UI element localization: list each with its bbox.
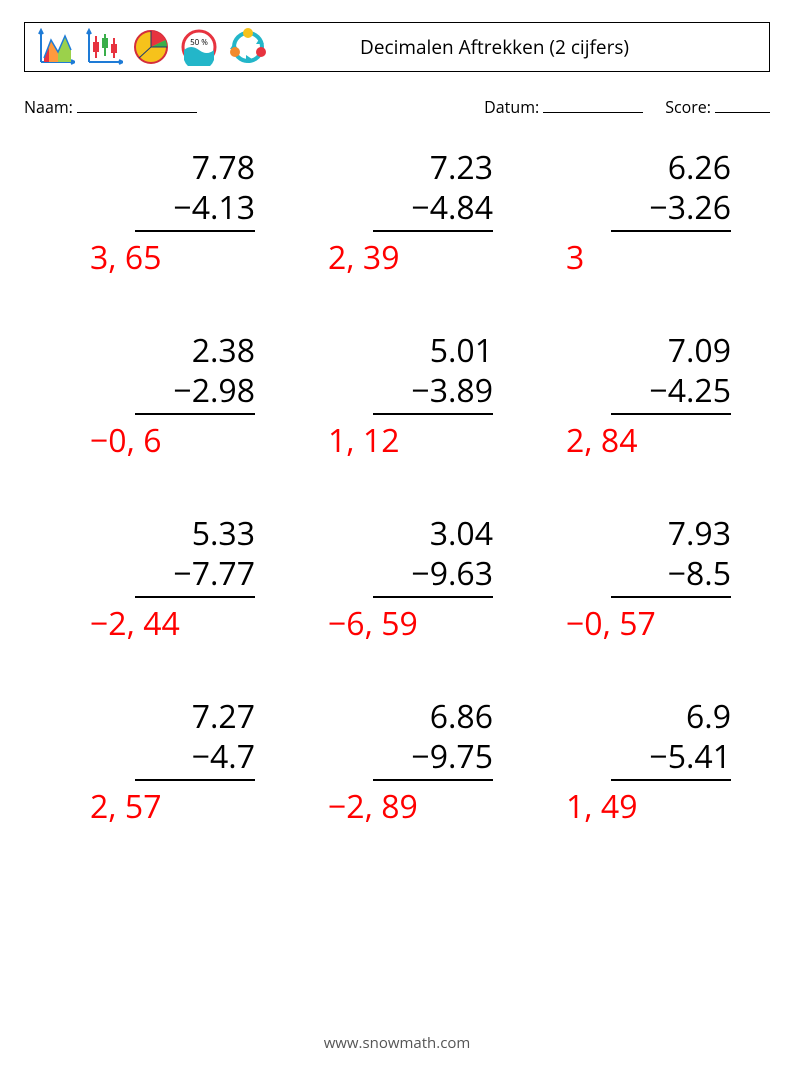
problem-cell: 7.27−4.72, 57	[40, 697, 278, 852]
operand-bottom: −9.63	[373, 554, 493, 598]
operand-top: 7.93	[611, 514, 731, 554]
problem-cell: 6.26−3.26 3	[516, 148, 754, 303]
problem-cell: 6.9−5.411, 49	[516, 697, 754, 852]
svg-text:50 %: 50 %	[190, 37, 208, 48]
operand-bottom: −4.13	[135, 188, 255, 232]
operand-top: 3.04	[373, 514, 493, 554]
candlestick-chart-icon	[83, 28, 123, 66]
operand-bottom: −3.26	[611, 188, 731, 232]
operand-top: 7.09	[611, 331, 731, 371]
operand-bottom: −7.77	[135, 554, 255, 598]
operand-bottom: −3.89	[373, 371, 493, 415]
problem-cell: 5.33−7.77−2, 44	[40, 514, 278, 669]
answer: −2, 44	[90, 602, 180, 645]
problem-cell: 7.09−4.252, 84	[516, 331, 754, 486]
problem-cell: 5.01−3.891, 12	[278, 331, 516, 486]
operand-bottom: −4.7	[135, 737, 255, 781]
operand-top: 6.26	[611, 148, 731, 188]
operand-bottom: −8.5	[611, 554, 731, 598]
problem-cell: 7.78−4.133, 65	[40, 148, 278, 303]
operand-top: 7.23	[373, 148, 493, 188]
name-label: Naam:	[24, 96, 73, 118]
operand-bottom: −4.84	[373, 188, 493, 232]
bar-chart-icon	[35, 28, 75, 66]
date-blank[interactable]	[543, 98, 643, 113]
operand-top: 5.01	[373, 331, 493, 371]
answer: −6, 59	[328, 602, 418, 645]
answer: 2, 57	[90, 785, 161, 828]
answer: 3	[566, 236, 584, 279]
cycle-icon	[227, 28, 269, 66]
answer: 2, 84	[566, 419, 637, 462]
date-label: Datum:	[484, 96, 539, 118]
problem-cell: 2.38−2.98−0, 6	[40, 331, 278, 486]
answer: −0, 57	[566, 602, 656, 645]
operand-bottom: −4.25	[611, 371, 731, 415]
header-icon-row: 50 %	[25, 28, 269, 66]
operand-top: 6.86	[373, 697, 493, 737]
operand-top: 7.78	[135, 148, 255, 188]
meta-row: Naam: Datum: Score:	[24, 96, 770, 118]
footer-link[interactable]: www.snowmath.com	[324, 1033, 471, 1053]
problems-grid: 7.78−4.133, 657.23−4.842, 396.26−3.2632.…	[0, 148, 794, 852]
operand-bottom: −5.41	[611, 737, 731, 781]
problem-cell: 6.86−9.75−2, 89	[278, 697, 516, 852]
answer: 1, 12	[328, 419, 399, 462]
problem-cell: 3.04−9.63−6, 59	[278, 514, 516, 669]
operand-top: 2.38	[135, 331, 255, 371]
problem-cell: 7.23−4.842, 39	[278, 148, 516, 303]
answer: −0, 6	[90, 419, 161, 462]
operand-top: 7.27	[135, 697, 255, 737]
operand-top: 6.9	[611, 697, 731, 737]
answer: 3, 65	[90, 236, 161, 279]
gauge-icon: 50 %	[179, 28, 219, 66]
problem-cell: 7.93−8.5−0, 57	[516, 514, 754, 669]
pie-chart-icon	[131, 28, 171, 66]
answer: 1, 49	[566, 785, 637, 828]
operand-bottom: −9.75	[373, 737, 493, 781]
answer: −2, 89	[328, 785, 418, 828]
worksheet-header: 50 % Decimalen Aftrekken (2 cijfers)	[24, 22, 770, 72]
operand-bottom: −2.98	[135, 371, 255, 415]
score-blank[interactable]	[715, 98, 770, 113]
worksheet-title: Decimalen Aftrekken (2 cijfers)	[360, 34, 629, 60]
operand-top: 5.33	[135, 514, 255, 554]
answer: 2, 39	[328, 236, 399, 279]
page-footer: www.snowmath.com	[0, 1033, 794, 1053]
score-label: Score:	[665, 96, 711, 118]
name-blank[interactable]	[77, 98, 197, 113]
